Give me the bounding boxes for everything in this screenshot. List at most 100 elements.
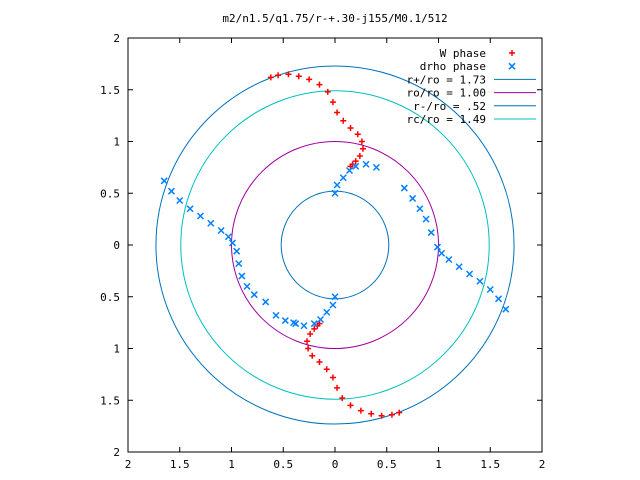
w-phase-point (359, 145, 366, 152)
y-tick-label: 1.5 (100, 84, 120, 97)
drho-phase-point (476, 277, 484, 285)
x-tick-label: 2 (539, 458, 546, 471)
drho-phase-point (409, 194, 417, 202)
w-phase-point (295, 73, 302, 80)
legend-marker-sample (509, 50, 515, 56)
w-phase-point (340, 117, 347, 124)
chart-title: m2/n1.5/q1.75/r-+.30-j155/M0.1/512 (222, 12, 447, 25)
y-tick-label: 1.5 (100, 394, 120, 407)
x-tick-label: 1 (435, 458, 442, 471)
drho-phase-point (345, 166, 354, 175)
w-phase-point (378, 412, 385, 419)
drho-phase-point (416, 205, 424, 213)
w-phase-point (316, 320, 323, 327)
drho-phase-point (331, 189, 339, 197)
drho-phase-point (217, 226, 225, 235)
drho-phase-point (331, 293, 339, 301)
y-tick-label: 0.5 (100, 187, 120, 200)
drho-phase-point (176, 196, 184, 205)
x-tick-label: 2 (125, 458, 132, 471)
w-phase-point (311, 325, 318, 332)
w-phase-point (316, 358, 323, 365)
circle-1-49 (180, 90, 490, 400)
drho-phase-point (455, 263, 463, 271)
phase-points (160, 71, 510, 419)
w-phase-point (354, 131, 361, 138)
drho-phase-point (362, 160, 370, 168)
w-phase-point (347, 163, 354, 170)
drho-phase-point (433, 243, 441, 251)
drho-phase-point (352, 162, 360, 170)
x-tick-label: 0.5 (377, 458, 397, 471)
y-tick-label: 2 (113, 446, 120, 459)
w-phase-point (357, 407, 364, 414)
w-phase-point (334, 109, 341, 116)
drho-phase-point (160, 177, 168, 185)
drho-phase-point (300, 322, 308, 330)
drho-phase-point (224, 233, 232, 241)
drho-phase-point (486, 285, 494, 294)
legend-label: r+/ro = 1.73 (407, 73, 486, 86)
drho-phase-point (400, 184, 408, 192)
w-phase-point (285, 71, 292, 78)
circle-1-73 (155, 65, 515, 425)
w-phase-point (324, 88, 331, 95)
legend-label: r-/ro = .52 (413, 100, 486, 113)
drho-phase-point (502, 305, 510, 313)
w-phase-point (388, 411, 395, 418)
w-phase-point (334, 384, 341, 391)
x-tick-label: 1.5 (170, 458, 190, 471)
x-tick-label: 1.5 (480, 458, 500, 471)
w-phase-point (267, 74, 274, 81)
w-phase-point (347, 402, 354, 409)
y-tick-label: 1 (113, 136, 120, 149)
drho-phase-point (243, 282, 251, 290)
x-tick-label: 1 (228, 458, 235, 471)
axis-ticks: 2 1.5 1 0.5 0 0.5 1 1.5 221.510.500.511.52 (100, 32, 545, 471)
drho-phase-point (494, 295, 503, 303)
drho-phase-point (281, 317, 289, 325)
legend-label: drho phase (420, 60, 486, 73)
w-phase-point (304, 338, 311, 345)
drho-phase-point (262, 298, 270, 306)
w-phase-point (307, 331, 314, 338)
drho-phase-point (310, 320, 318, 328)
drho-phase-point (229, 239, 237, 247)
drho-phase-point (333, 181, 341, 189)
w-phase-point (275, 72, 282, 79)
drho-phase-point (292, 320, 300, 328)
drho-phase-point (323, 308, 331, 316)
drho-phase-point (272, 311, 280, 319)
x-tick-label: 0.5 (273, 458, 293, 471)
drho-phase-point (233, 247, 241, 255)
y-tick-label: 1 (113, 343, 120, 356)
w-phase-point (316, 81, 323, 88)
circle-1 (231, 141, 439, 349)
w-phase-point (305, 345, 312, 352)
w-phase-point (358, 138, 365, 145)
w-phase-point (347, 125, 354, 132)
drho-phase-point (316, 315, 325, 324)
drho-phase-point (167, 187, 176, 195)
w-phase-point (368, 410, 375, 417)
w-phase-point (323, 366, 330, 373)
y-tick-label: 2 (113, 32, 120, 45)
legend-label: rc/ro = 1.49 (407, 113, 486, 126)
drho-phase-point (250, 291, 258, 299)
drho-phase-point (422, 215, 430, 223)
y-tick-label: 0 (113, 239, 120, 252)
drho-phase-point (466, 270, 474, 278)
legend-label: W phase (440, 47, 486, 60)
w-phase-point (396, 409, 403, 416)
x-tick-label: 0 (332, 458, 339, 471)
legend-marker-sample (508, 62, 516, 70)
legend-label: ro/ro = 1.00 (407, 87, 486, 100)
w-phase-point (352, 158, 359, 165)
drho-phase-point (372, 163, 380, 171)
circle-0-52 (280, 190, 390, 300)
drho-phase-point (186, 205, 194, 213)
drho-phase-point (329, 301, 337, 309)
w-phase-point (356, 152, 363, 159)
drho-phase-point (235, 260, 243, 268)
